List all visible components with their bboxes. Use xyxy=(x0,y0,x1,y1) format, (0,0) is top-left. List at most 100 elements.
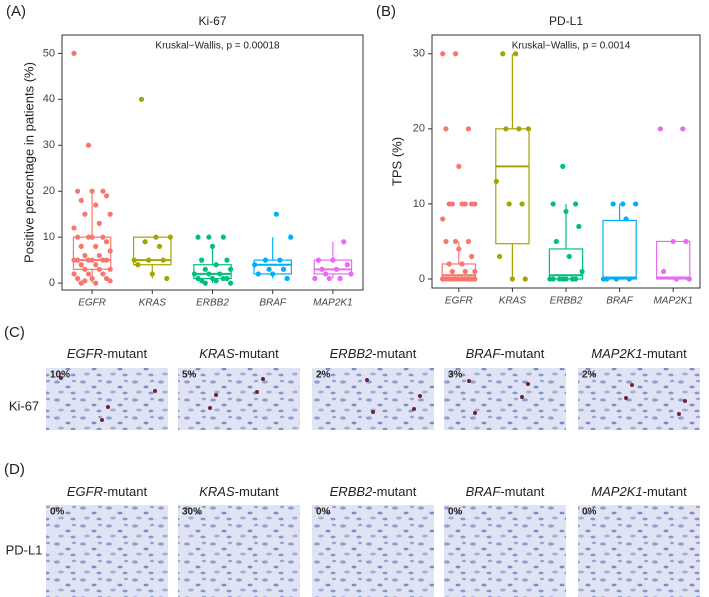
data-point xyxy=(224,275,230,282)
data-point xyxy=(344,262,350,268)
percent-label: 5% xyxy=(182,370,197,381)
data-point xyxy=(440,51,446,57)
data-point xyxy=(135,262,141,268)
stained-nucleus xyxy=(255,390,259,394)
stained-nucleus xyxy=(100,418,104,422)
data-point xyxy=(284,275,290,282)
data-point xyxy=(217,271,223,277)
data-point xyxy=(199,257,205,263)
data-point xyxy=(156,243,163,249)
stained-nucleus xyxy=(153,389,157,393)
y-tick-label: 10 xyxy=(413,198,425,210)
y-axis-label: Positive percentage in patients (%) xyxy=(21,62,36,263)
column-header: EGFR-mutant xyxy=(67,346,148,361)
data-point xyxy=(206,271,212,277)
y-tick-label: 10 xyxy=(43,231,55,243)
x-tick-label: KRAS xyxy=(139,298,167,309)
box xyxy=(655,240,691,280)
data-point xyxy=(153,234,159,240)
data-point xyxy=(100,271,106,277)
column-header: MAP2K1-mutant xyxy=(591,346,687,361)
data-point xyxy=(89,257,95,263)
data-point xyxy=(107,278,113,284)
y-tick-label: 40 xyxy=(43,93,55,105)
data-point xyxy=(89,188,95,194)
stained-nucleus xyxy=(473,411,477,415)
data-point xyxy=(255,271,261,277)
data-point xyxy=(96,266,102,272)
micrograph xyxy=(46,505,168,597)
data-point xyxy=(500,51,506,57)
header-suffix: -mutant xyxy=(103,346,147,361)
x-tick-label: EGFR xyxy=(78,298,106,309)
data-point xyxy=(138,96,145,102)
data-point xyxy=(202,280,208,286)
annotation: Kruskal−Wallis, p = 0.00018 xyxy=(155,41,280,52)
data-point xyxy=(78,243,84,249)
y-tick-label: 20 xyxy=(413,123,425,135)
x-tick-label: MAP2K1 xyxy=(313,298,352,309)
stained-nucleus xyxy=(371,410,375,414)
data-point xyxy=(71,271,77,277)
header-suffix: -mutant xyxy=(643,484,687,499)
data-point xyxy=(550,276,556,282)
data-point xyxy=(82,278,88,284)
data-point xyxy=(209,243,216,249)
data-point xyxy=(337,275,343,282)
data-point xyxy=(452,238,459,245)
header-suffix: -mutant xyxy=(235,346,279,361)
data-point xyxy=(573,201,579,207)
column-header: ERBB2-mutant xyxy=(330,484,417,499)
data-point xyxy=(103,257,110,263)
percent-label: 0% xyxy=(582,507,597,518)
data-point xyxy=(75,234,81,240)
column-header: MAP2K1-mutant xyxy=(591,484,687,499)
header-suffix: -mutant xyxy=(372,484,416,499)
data-point xyxy=(560,163,566,169)
data-point xyxy=(472,276,478,282)
gene-name: EGFR xyxy=(67,484,103,499)
data-point xyxy=(270,271,276,277)
data-point xyxy=(93,280,99,286)
y-axis-label: TPS (%) xyxy=(389,137,404,186)
data-point xyxy=(75,257,81,263)
data-point xyxy=(85,257,92,263)
data-point xyxy=(131,257,137,263)
stained-nucleus xyxy=(208,406,212,410)
percent-label: 2% xyxy=(316,370,331,381)
stained-nucleus xyxy=(59,376,63,380)
data-point xyxy=(319,266,325,272)
data-point xyxy=(496,253,503,260)
gene-name: ERBB2 xyxy=(330,484,373,499)
data-point xyxy=(623,216,629,222)
data-point xyxy=(620,201,626,207)
micrograph xyxy=(312,368,434,430)
y-tick-label: 0 xyxy=(49,277,55,289)
data-point xyxy=(573,276,579,282)
data-point xyxy=(82,252,88,259)
data-point xyxy=(146,257,152,263)
data-point xyxy=(100,188,106,194)
x-tick-label: MAP2K1 xyxy=(653,296,692,307)
data-point xyxy=(100,234,106,240)
data-point xyxy=(149,271,155,277)
x-tick-label: ERBB2 xyxy=(550,296,583,307)
data-point xyxy=(220,234,226,240)
data-point xyxy=(107,248,113,254)
data-point xyxy=(563,276,569,282)
data-point xyxy=(89,275,95,282)
stained-nucleus xyxy=(261,377,265,381)
data-point xyxy=(224,257,230,263)
y-tick-label: 0 xyxy=(419,273,425,285)
panel-label: (A) xyxy=(6,3,26,20)
data-point xyxy=(277,257,283,263)
data-point xyxy=(202,266,208,272)
data-point xyxy=(550,201,556,207)
data-point xyxy=(446,261,452,267)
data-point xyxy=(213,278,219,284)
data-point xyxy=(686,276,692,282)
micrograph xyxy=(178,505,300,597)
data-point xyxy=(563,208,569,215)
data-point xyxy=(227,280,234,286)
header-suffix: -mutant xyxy=(235,484,279,499)
